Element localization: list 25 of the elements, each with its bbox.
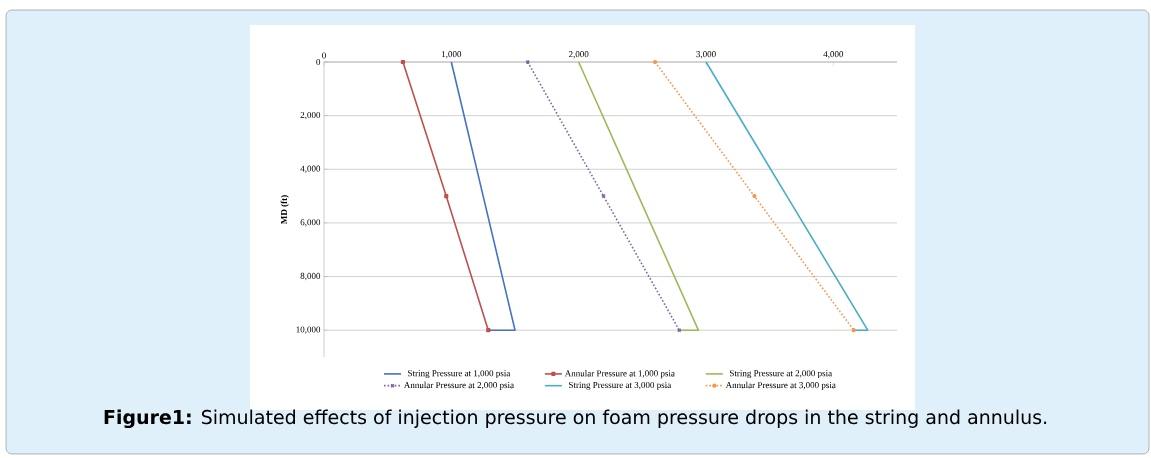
x-tick-label: 4,000 bbox=[823, 51, 844, 59]
y-tick-label: 0 bbox=[316, 58, 321, 66]
point bbox=[851, 328, 856, 333]
x-tick-label: 0 bbox=[322, 52, 326, 59]
x-tick-label: 2,000 bbox=[568, 51, 589, 59]
legend-label: String Pressure at 3,000 psia bbox=[569, 381, 672, 390]
y-tick-label: 4,000 bbox=[300, 165, 321, 173]
point bbox=[752, 193, 757, 199]
y-axis-title: MD (ft) bbox=[280, 195, 289, 224]
legend-label: Annular Pressure at 2,000 psia bbox=[403, 381, 514, 390]
legend-label: String Pressure at 1,000 psia bbox=[408, 370, 511, 379]
point bbox=[400, 59, 406, 65]
y-tick-label: 10,000 bbox=[296, 326, 321, 334]
point bbox=[444, 193, 449, 199]
y-tick-label: 8,000 bbox=[300, 272, 321, 281]
x-tick-label: 3,000 bbox=[696, 51, 716, 59]
point bbox=[486, 328, 491, 333]
legend-label: Annular Pressure at 1,000 psia bbox=[564, 370, 675, 379]
y-tick-label: 2,000 bbox=[300, 111, 321, 120]
legend-label: Annular Pressure at 3,000 psia bbox=[725, 381, 836, 390]
legend-label: String Pressure at 2,000 psia bbox=[729, 370, 832, 379]
text: Figure1: Simulated effects of injection pressure on foam pressure drops in the string and annulus. bbox=[104, 409, 1047, 429]
y-tick-label: 6,000 bbox=[300, 219, 321, 227]
point bbox=[652, 59, 658, 65]
x-tick-label: 1,000 bbox=[442, 51, 462, 59]
